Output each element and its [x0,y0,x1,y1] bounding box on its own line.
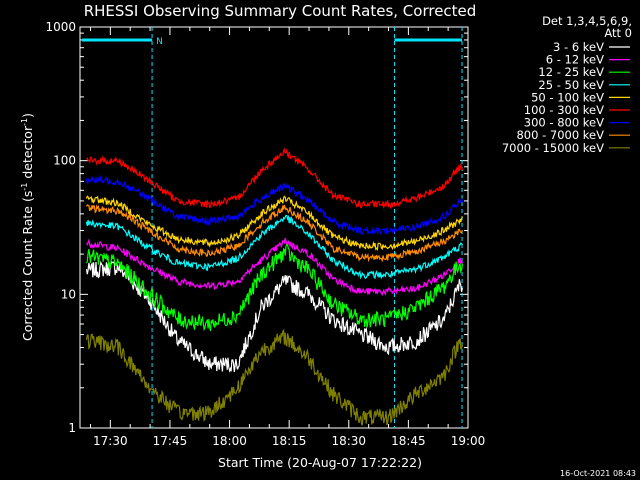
x-tick-label: 18:30 [331,434,366,448]
series-layer [85,148,463,426]
generation-timestamp: 16-Oct-2021 08:43 [560,469,636,478]
plot-axes [79,26,469,429]
legend-label: 100 - 300 keV [524,103,604,117]
x-axis-title: Start Time (20-Aug-07 17:22:22) [218,455,422,470]
y-tick-label: 10 [61,287,76,301]
x-tick-label: 18:00 [212,434,247,448]
legend-label: 6 - 12 keV [546,53,604,67]
legend-header-attenuator: Att 0 [604,26,632,40]
legend-label: 800 - 7000 keV [516,128,604,142]
series-line-2 [86,237,463,297]
y-tick-label: 1000 [45,20,76,34]
y-axis-title: Corrected Count Rate (s-1 detector-1) [20,113,35,341]
series-line-6 [86,148,463,210]
series-line-1 [85,260,463,373]
series-line-3 [85,244,463,332]
series-line-8 [85,204,463,263]
series-line-4 [85,214,463,280]
legend-label: 300 - 800 keV [524,116,604,130]
x-tick-label: 18:15 [272,434,307,448]
legend-label: 25 - 50 keV [538,78,604,92]
chart-title: RHESSI Observing Summary Count Rates, Co… [84,2,477,20]
night-flags: N [82,27,463,428]
x-tick-label: 17:45 [153,434,188,448]
y-tick-label: 100 [53,154,76,168]
plot-frame [79,26,469,429]
legend-label: 50 - 100 keV [531,90,604,104]
y-tick-label: 1 [68,421,76,435]
legend-header-detectors: Det 1,3,4,5,6,9, [542,14,632,28]
x-tick-label: 19:00 [451,434,486,448]
legend-label: 12 - 25 keV [538,65,604,79]
series-line-7 [85,174,463,236]
legend-label: 3 - 6 keV [553,40,604,54]
legend-label: 7000 - 15000 keV [502,141,604,155]
x-tick-label: 18:45 [391,434,426,448]
series-line-5 [85,195,463,251]
series-line-9 [85,328,463,426]
x-tick-label: 17:30 [93,434,128,448]
night-flag-label: N [156,37,163,47]
tick-labels: 1 10 100 1000 17:30 17:45 18:00 18:15 18:30 18:45… [45,20,485,448]
